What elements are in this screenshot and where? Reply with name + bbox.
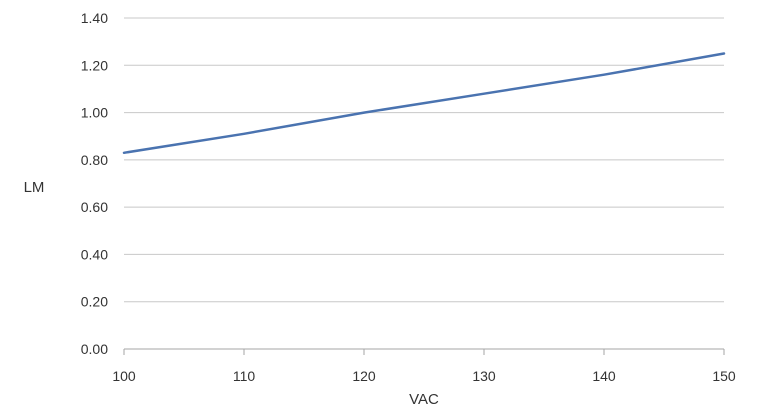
y-tick-label: 0.20 <box>81 294 108 310</box>
series-group <box>122 52 726 155</box>
y-tick-label: 0.40 <box>81 246 108 262</box>
y-tick-label: 0.80 <box>81 152 108 168</box>
x-axis-title: VAC <box>409 391 439 408</box>
y-tick-label: 0.60 <box>81 199 108 215</box>
y-tick-label: 0.00 <box>81 341 108 357</box>
y-axis-title: LM <box>24 179 45 196</box>
x-tick-label: 110 <box>233 368 256 384</box>
y-tick-label: 1.20 <box>81 57 108 73</box>
y-tick-labels: 0.00 0.20 0.40 0.60 0.80 1.00 1.20 1.40 <box>81 10 108 357</box>
x-axis <box>123 348 725 355</box>
x-tick-label: 100 <box>112 368 136 384</box>
x-tick-label: 130 <box>472 368 496 384</box>
y-tick-label: 1.40 <box>81 10 108 26</box>
series-line <box>122 52 726 155</box>
x-tick-labels: 100 110 120 130 140 150 <box>112 368 736 384</box>
x-tick-label: 150 <box>712 368 736 384</box>
x-tick-label: 120 <box>352 368 376 384</box>
y-gridlines <box>124 17 724 303</box>
x-tick-label: 140 <box>592 368 616 384</box>
y-tick-label: 1.00 <box>81 105 108 121</box>
